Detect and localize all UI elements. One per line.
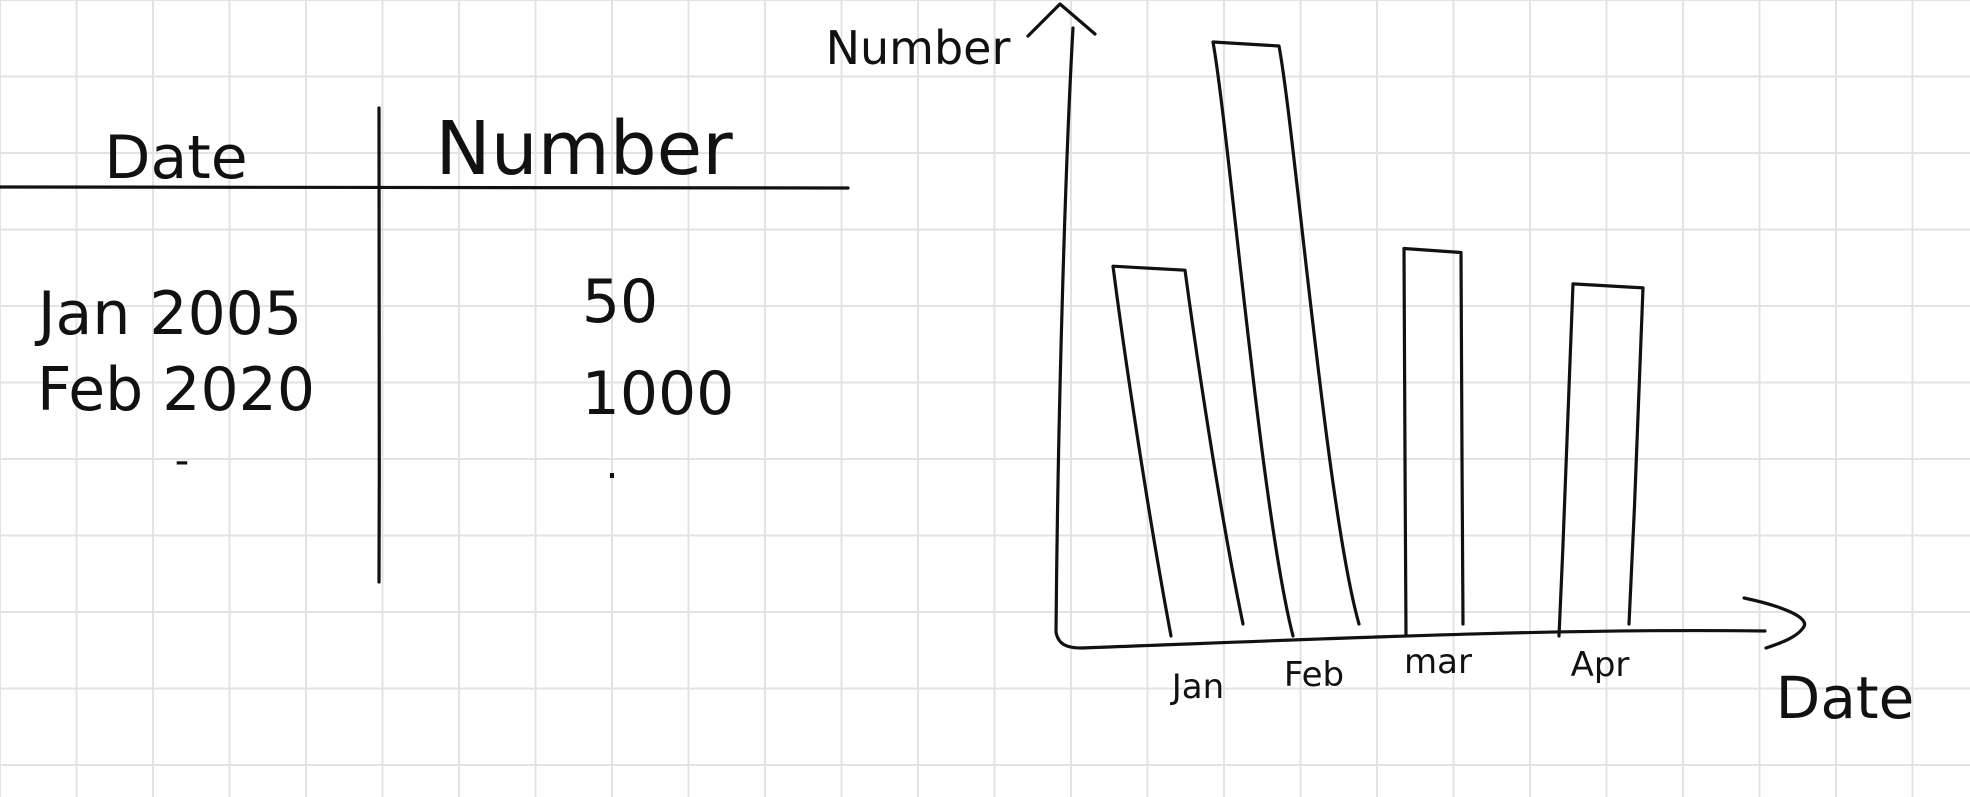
y-axis-arrowhead-icon xyxy=(1026,2,1097,38)
data-table: Date Number Jan 2005 50 Feb 2020 1000 - … xyxy=(0,106,850,584)
bar-feb xyxy=(1211,40,1361,638)
x-tick-labels: Jan Feb mar Apr xyxy=(1170,642,1630,707)
x-axis-arrowhead-icon xyxy=(1742,596,1807,650)
x-axis xyxy=(1080,628,1767,650)
table-cell-number: 50 xyxy=(582,267,658,337)
y-axis xyxy=(1054,26,1084,650)
table-cell-number: . xyxy=(606,442,619,488)
bar-jan xyxy=(1111,264,1245,638)
bars xyxy=(1111,40,1645,638)
x-tick-label: mar xyxy=(1404,642,1472,682)
table-cell-date: - xyxy=(175,438,189,484)
y-axis-label: Number xyxy=(826,21,1011,75)
bar-mar xyxy=(1402,246,1465,638)
bar-chart: Jan Feb mar Apr Number Date xyxy=(826,2,1915,732)
table-header-date: Date xyxy=(104,123,247,193)
table-header-number: Number xyxy=(435,106,733,192)
table-cell-date: Feb 2020 xyxy=(37,355,315,425)
x-tick-label: Apr xyxy=(1571,645,1630,685)
table-column-divider xyxy=(377,106,381,584)
x-tick-label: Feb xyxy=(1284,655,1344,695)
bar-apr xyxy=(1557,282,1645,638)
x-tick-label: Jan xyxy=(1170,667,1224,707)
x-axis-label: Date xyxy=(1776,664,1915,732)
table-cell-date: Jan 2005 xyxy=(34,279,302,349)
table-cell-number: 1000 xyxy=(582,359,735,429)
table-header-rule xyxy=(0,185,850,190)
